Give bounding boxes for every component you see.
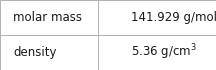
- Text: 141.929 g/mol: 141.929 g/mol: [131, 11, 216, 24]
- Text: density: density: [13, 46, 56, 59]
- Text: 5.36 g/cm$^{3}$: 5.36 g/cm$^{3}$: [131, 43, 197, 62]
- Text: molar mass: molar mass: [13, 11, 82, 24]
